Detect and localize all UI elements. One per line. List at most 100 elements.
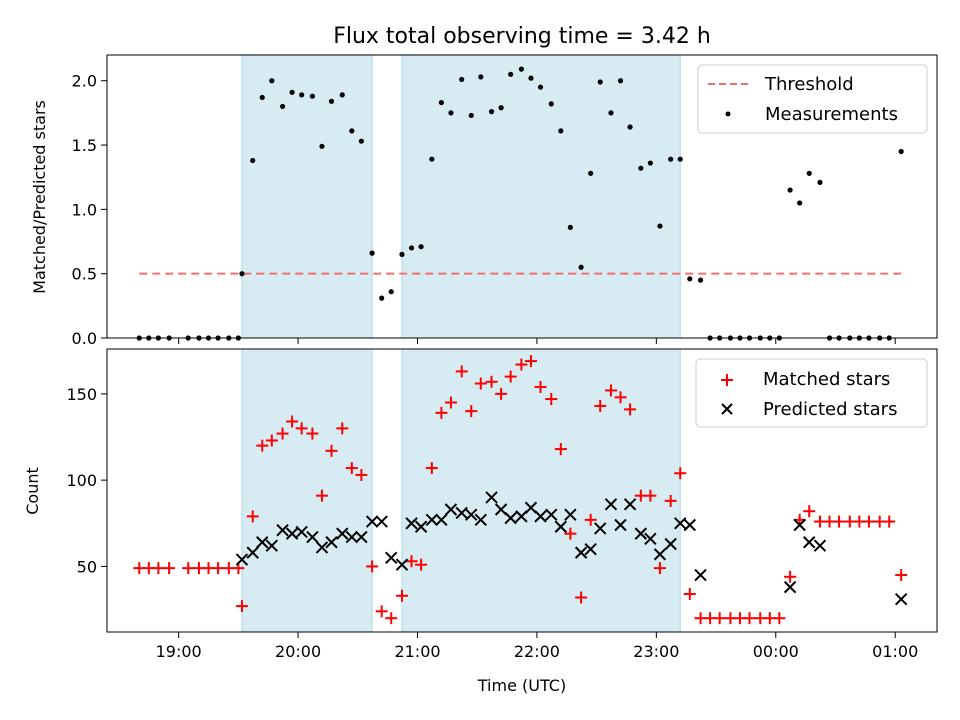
matched-star-point [713, 612, 726, 625]
matched-star-point [883, 515, 896, 528]
measurement-point [518, 66, 525, 72]
bottom-legend: Matched stars Predicted stars [695, 358, 928, 428]
measurement-point [279, 103, 286, 110]
measurement-point [488, 109, 495, 115]
observing-interval [401, 348, 681, 633]
x-tick-label: 21:00 [394, 642, 440, 661]
matched-star-point [504, 370, 517, 383]
measurement-point [299, 92, 305, 98]
predicted-star-point [504, 511, 517, 525]
matched-star-point [276, 427, 289, 440]
measurement-point [319, 143, 325, 149]
measurement-point [898, 148, 904, 155]
matched-star-point [784, 570, 797, 583]
predicted-star-point [256, 536, 269, 549]
measurement-point [548, 101, 554, 107]
predicted-star-point [634, 527, 648, 540]
measurement-point [448, 110, 454, 116]
matched-star-point [773, 612, 786, 625]
measurement-point [459, 76, 465, 83]
measurement-point [558, 128, 564, 134]
threshold-legend-label: Threshold [764, 74, 854, 95]
predicted-star-point [235, 553, 249, 566]
predicted-star-point [474, 513, 488, 527]
measurement-point [608, 110, 614, 116]
predicted-star-point [604, 498, 618, 511]
measurement-point [408, 245, 415, 251]
measurements-legend-swatch [725, 111, 731, 117]
predicted-star-point [534, 510, 547, 523]
measurement-point [817, 179, 823, 185]
top-legend: Threshold Measurements [697, 64, 928, 134]
predicted-star-point [385, 551, 398, 565]
measurement-point [438, 99, 444, 106]
matched-star-point [545, 393, 558, 406]
predicted-star-point [783, 580, 797, 594]
y-tick-label: 150 [66, 385, 97, 404]
x-tick-label: 22:00 [514, 642, 560, 661]
matched-star-point [743, 612, 756, 625]
measurement-point [328, 98, 335, 104]
measurement-point [528, 75, 534, 81]
predicted-star-point [793, 518, 806, 532]
matched-star-point [485, 375, 498, 388]
matched-star-point [425, 462, 438, 475]
top-y-axis: 0.0 0.5 1.0 1.5 2.0 [72, 72, 107, 348]
matched-star-point [435, 406, 448, 419]
top-x-ticks [178, 338, 896, 344]
matched-star-point [152, 562, 165, 575]
predicted-star-point [295, 525, 308, 539]
measurement-point [498, 105, 504, 111]
matched-star-point [286, 415, 299, 428]
matched-star-point [306, 427, 319, 440]
y-tick-label: 1.0 [72, 200, 97, 219]
predicted-stars-legend-label: Predicted stars [763, 399, 897, 420]
measurement-point [668, 156, 674, 162]
predicted-star-point [664, 537, 677, 551]
predicted-star-point [644, 532, 657, 546]
matched-star-point [355, 468, 368, 481]
measurement-point [638, 165, 644, 171]
measurement-point [349, 128, 355, 134]
matched-star-point [644, 489, 657, 502]
matched-star-point [395, 589, 408, 602]
y-tick-label: 2.0 [72, 72, 97, 91]
measurement-point [806, 170, 812, 176]
matched-star-point [246, 510, 259, 523]
predicted-star-point [674, 517, 687, 530]
measurement-point [697, 277, 704, 283]
measurement-point [578, 264, 584, 270]
matched-stars-points [133, 355, 908, 625]
matched-star-point [265, 434, 278, 447]
matched-star-point [182, 562, 195, 575]
predicted-star-point [276, 523, 289, 537]
chart-title: Flux total observing time = 3.42 h [333, 24, 711, 49]
predicted-star-point [594, 522, 607, 535]
matched-star-point [256, 439, 269, 452]
predicted-star-point [584, 542, 597, 556]
predicted-star-point [803, 536, 816, 549]
matched-star-point [604, 384, 617, 397]
matched-star-point [336, 422, 349, 435]
matched-star-point [664, 494, 677, 507]
observing-interval [241, 54, 373, 339]
top-y-axis-label: Matched/Predicted stars [30, 100, 49, 294]
predicted-star-point [455, 506, 468, 520]
predicted-star-point [694, 568, 707, 582]
predicted-star-point [375, 515, 388, 528]
bottom-legend-box [695, 358, 928, 428]
bottom-y-axis: 50 100 150 [66, 385, 107, 576]
predicted-star-point [315, 541, 329, 554]
measurement-point [468, 112, 474, 119]
y-tick-label: 0.5 [72, 265, 97, 284]
y-tick-label: 1.5 [72, 136, 97, 155]
top-shading [241, 54, 681, 339]
measurement-point [269, 78, 275, 84]
measurement-point [239, 271, 245, 277]
bottom-panel: 50 100 150 19:00 20:00 21:00 22:00 23:00 00:00 0… [23, 348, 938, 695]
predicted-star-point [365, 515, 379, 528]
y-tick-label: 50 [77, 557, 97, 576]
measurement-point [677, 156, 683, 162]
matched-star-point [405, 555, 418, 568]
predicted-star-point [614, 518, 627, 532]
